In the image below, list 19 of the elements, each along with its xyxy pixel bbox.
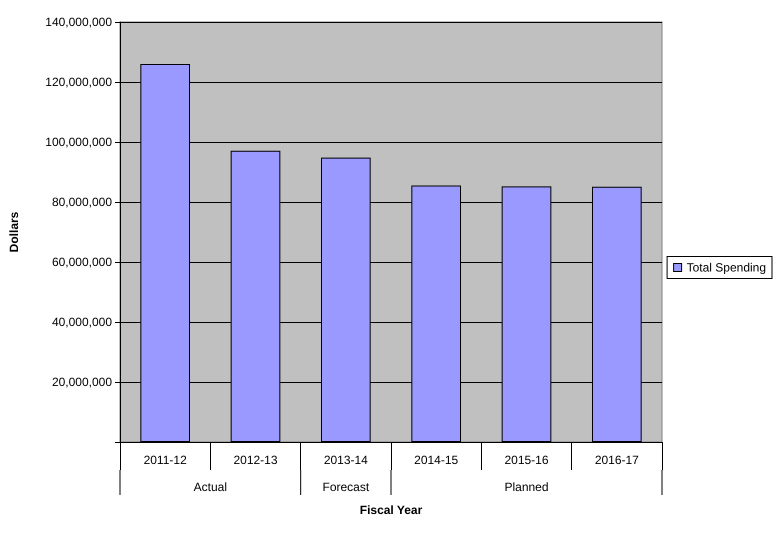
legend-label: Total Spending	[686, 260, 766, 274]
y-tick-label: 120,000,000	[45, 75, 112, 89]
y-tick-label: 140,000,000	[45, 15, 112, 29]
y-axis-title: Dollars	[7, 211, 21, 252]
x-axis-title: Fiscal Year	[360, 503, 423, 517]
x-tick-label: 2014-15	[414, 453, 459, 467]
x-tick-label: 2016-17	[594, 453, 640, 467]
text: Forecast	[322, 480, 370, 494]
y-tick-label: 40,000,000	[52, 315, 112, 329]
y-tick-label: 100,000,000	[45, 135, 112, 149]
text: Planned	[504, 480, 549, 494]
text: Actual	[194, 480, 228, 494]
x-tick-label: 2015-16	[504, 453, 549, 467]
y-tick-label: 80,000,000	[52, 195, 112, 209]
x-tick-label: 2012-13	[233, 453, 278, 467]
y-tick-label: 20,000,000	[52, 375, 112, 389]
x-tick-label: 2011-12	[144, 453, 188, 467]
x-tick-label: 2013-14	[324, 453, 368, 467]
y-tick-label: 60,000,000	[52, 255, 112, 269]
